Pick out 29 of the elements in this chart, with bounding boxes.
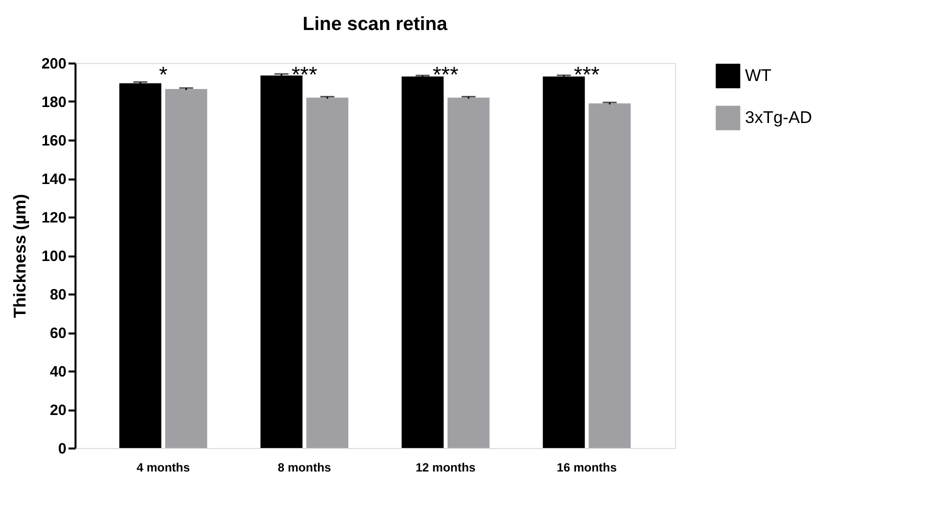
x-tick-label: 16 months [556,460,618,474]
annotation: *** [432,62,459,87]
y-tick-label: 40 [50,364,66,380]
bar [448,98,490,448]
y-tick-label: 200 [41,56,66,72]
y-axis-title: Thickness (µm) [10,194,30,318]
x-tick-label: 12 months [416,460,476,474]
y-tick-label: 160 [41,132,66,150]
y-tick-label: 80 [50,286,66,304]
y-tick-label: 0 [58,440,66,458]
annotation: * [158,62,168,87]
bar [165,88,208,448]
annotation: *** [292,62,318,87]
y-tick-label: 100 [41,248,66,265]
legend-label: 3xTg-AD [745,108,812,127]
y-tick-label: 60 [50,325,66,342]
annotation: *** [574,62,600,87]
bar [588,103,631,448]
bar [306,98,348,448]
legend-label: WT [745,66,772,85]
bar [402,76,444,448]
chart-title: Line scan retina [302,14,448,35]
y-tick-label: 140 [41,171,66,188]
y-tick-label: 180 [41,94,66,111]
x-tick-label: 8 months [278,460,332,474]
y-tick-label: 20 [50,402,66,419]
bar [542,76,585,448]
x-tick-label: 4 months [136,460,190,474]
y-tick-label: 120 [41,210,66,226]
